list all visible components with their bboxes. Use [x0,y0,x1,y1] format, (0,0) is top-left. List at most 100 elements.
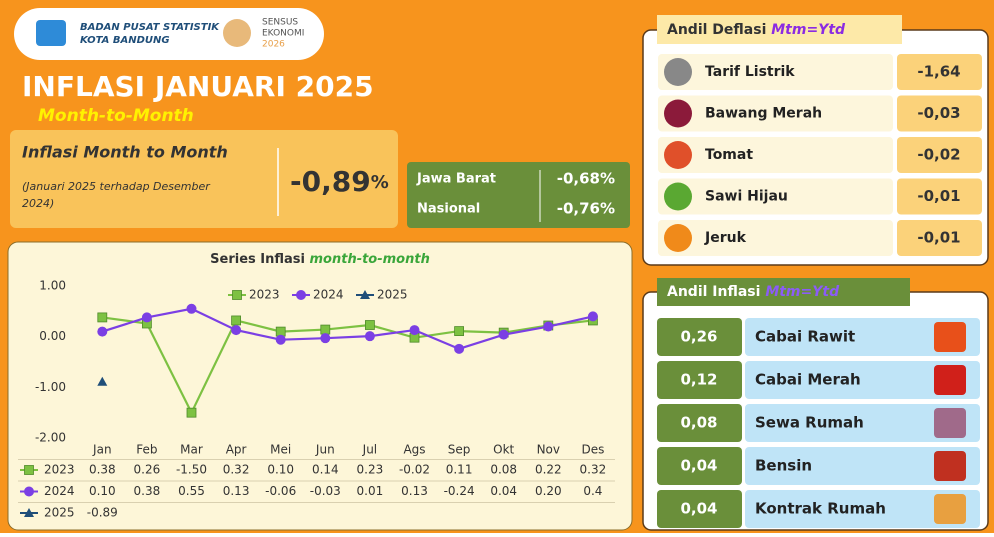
item-icon [934,494,966,524]
marker [275,334,286,345]
item-name: Sewa Rumah [755,414,864,432]
value-box [897,137,982,173]
table-value: 0.32 [580,463,607,477]
marker [454,343,465,354]
region-value: -0,76% [557,200,615,218]
census: EKONOMI [262,29,304,39]
deflasi-highlight: Mtm=Ytd [771,22,846,38]
item-value: 0,04 [680,457,717,475]
marker [409,325,420,336]
x-tick-label: Mei [270,443,291,457]
item-name: Kontrak Rumah [755,500,886,518]
y-tick-label: -1.00 [35,380,66,394]
chart-title: Series Inflasi [210,252,305,267]
chart-title-emphasis: month-to-month [310,252,430,267]
inflasi-title: Andil Inflasi [667,284,760,300]
legend-label: 2023 [249,288,280,302]
census-logo [223,19,251,47]
marker [320,324,331,335]
mtm-unit: % [371,172,389,193]
table-value: 0.04 [490,484,517,498]
row-label: 2024 [44,484,75,498]
item-value: 0,12 [680,371,717,389]
value-box [657,404,742,442]
item-box [658,95,893,132]
item-name: Bawang Merah [705,106,822,122]
y-tick-label: 1.00 [39,279,66,293]
city: KOTA BANDUNG [80,35,170,46]
region-value: -0,68% [557,170,615,188]
table-value: 0.13 [401,484,428,498]
table-value: 0.38 [134,484,161,498]
marker [543,321,554,332]
marker [97,326,108,337]
item-value: -0,03 [917,104,960,122]
mtm-value: -0,89% [290,165,389,198]
marker [232,290,242,300]
table-value: 0.32 [223,463,250,477]
item-value: 0,08 [680,414,717,432]
item-name: Cabai Merah [755,371,861,389]
item-name: Cabai Rawit [755,328,855,346]
inflasi-highlight: Mtm=Ytd [765,284,840,300]
mtm-box [10,130,398,228]
table-value: 0.4 [583,484,602,498]
table-value: 0.26 [134,463,161,477]
item-icon [664,182,692,211]
marker [320,333,331,344]
x-tick-label: Jan [92,443,112,457]
x-tick-label: Jul [362,443,377,457]
item-icon [664,99,692,128]
x-tick-label: Feb [136,443,157,457]
table-value: 0.22 [535,463,562,477]
x-tick-label: Des [581,443,604,457]
marker [360,290,370,299]
mtm-note: (Januari 2025 terhadap Desember [22,180,211,193]
bps-logo [36,20,66,46]
deflasi-tab [657,15,902,44]
item-box [745,361,980,399]
marker [231,315,242,326]
item-box [658,137,893,173]
item-value: -0,01 [917,229,960,247]
item-box [745,490,980,528]
y-tick-label: 0.00 [39,329,66,343]
item-name: Tarif Listrik [705,64,795,80]
mtm-note: 2024) [22,197,54,210]
item-icon [664,141,692,169]
item-box [658,220,893,256]
marker [24,508,34,517]
legend-label: 2024 [313,288,344,302]
item-box [658,54,893,90]
item-name: Jeruk [704,230,747,246]
marker [97,312,108,323]
table-value: 0.14 [312,463,339,477]
x-tick-label: Okt [493,443,514,457]
item-name: Bensin [755,457,812,475]
value-box [657,361,742,399]
marker [24,486,34,497]
region-name: Jawa Barat [416,172,496,187]
item-value: -1,64 [917,63,960,81]
table-value: 0.08 [490,463,517,477]
value-box [897,95,982,132]
table-value: -0.24 [444,484,475,498]
row-label: 2023 [44,463,75,477]
item-box [745,447,980,485]
marker [364,331,375,342]
table-value: -0.02 [399,463,430,477]
value-box [897,220,982,256]
mtm-label: Inflasi Month to Month [22,143,228,162]
table-value: 0.10 [89,484,116,498]
logo-pill [14,8,324,60]
inflasi-title: Andil Inflasi Mtm=Ytd [667,284,840,300]
item-icon [664,224,692,252]
item-icon [934,322,966,352]
table-value: 0.55 [178,484,205,498]
item-box [745,404,980,442]
table-value: -0.03 [310,484,341,498]
marker [231,325,242,336]
marker [498,329,509,340]
series-line [102,316,594,416]
